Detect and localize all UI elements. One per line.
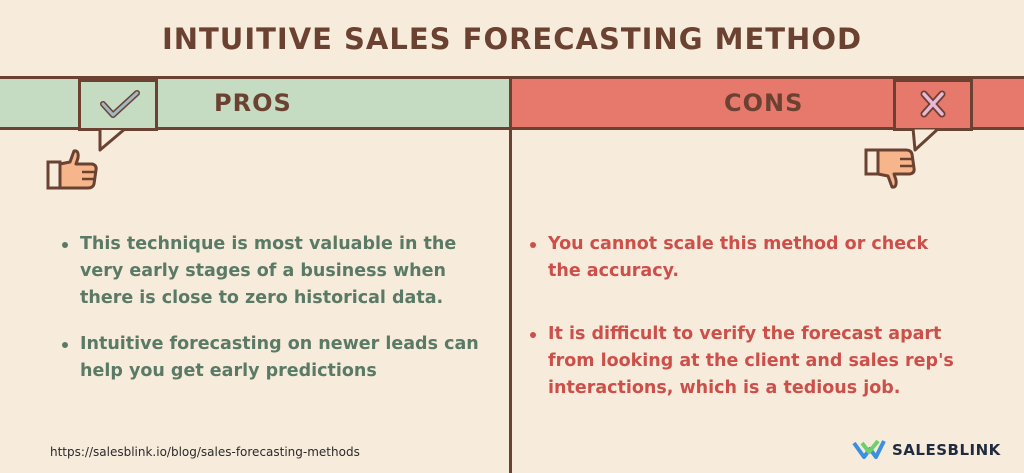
thumbs-down-icon	[864, 148, 916, 189]
brand-name: SALESBLINK	[892, 441, 1001, 459]
pros-item: This technique is most valuable in the v…	[60, 231, 490, 312]
brand-logo: SALESBLINK	[852, 437, 1001, 463]
salesblink-logo-icon	[852, 439, 886, 459]
cross-icon	[920, 90, 946, 118]
cons-label: CONS	[724, 89, 804, 117]
pros-header-band: PROS	[0, 76, 512, 130]
cross-badge	[893, 79, 973, 131]
cons-item: It is difficult to verify the forecast a…	[528, 321, 958, 402]
cons-list: You cannot scale this method or check th…	[528, 231, 958, 421]
pros-speech-tail	[96, 128, 136, 152]
source-url: https://salesblink.io/blog/sales-forecas…	[50, 445, 360, 459]
page-title: INTUITIVE SALES FORECASTING METHOD	[161, 22, 863, 56]
pros-label: PROS	[214, 89, 292, 117]
thumbs-up-icon	[46, 149, 98, 190]
column-divider	[509, 76, 512, 473]
pros-item: Intuitive forecasting on newer leads can…	[60, 331, 490, 385]
cons-speech-tail	[911, 128, 941, 152]
checkmark-badge	[78, 79, 158, 131]
cons-item: You cannot scale this method or check th…	[528, 231, 958, 285]
pros-list: This technique is most valuable in the v…	[60, 231, 490, 404]
checkmark-icon	[100, 90, 140, 118]
